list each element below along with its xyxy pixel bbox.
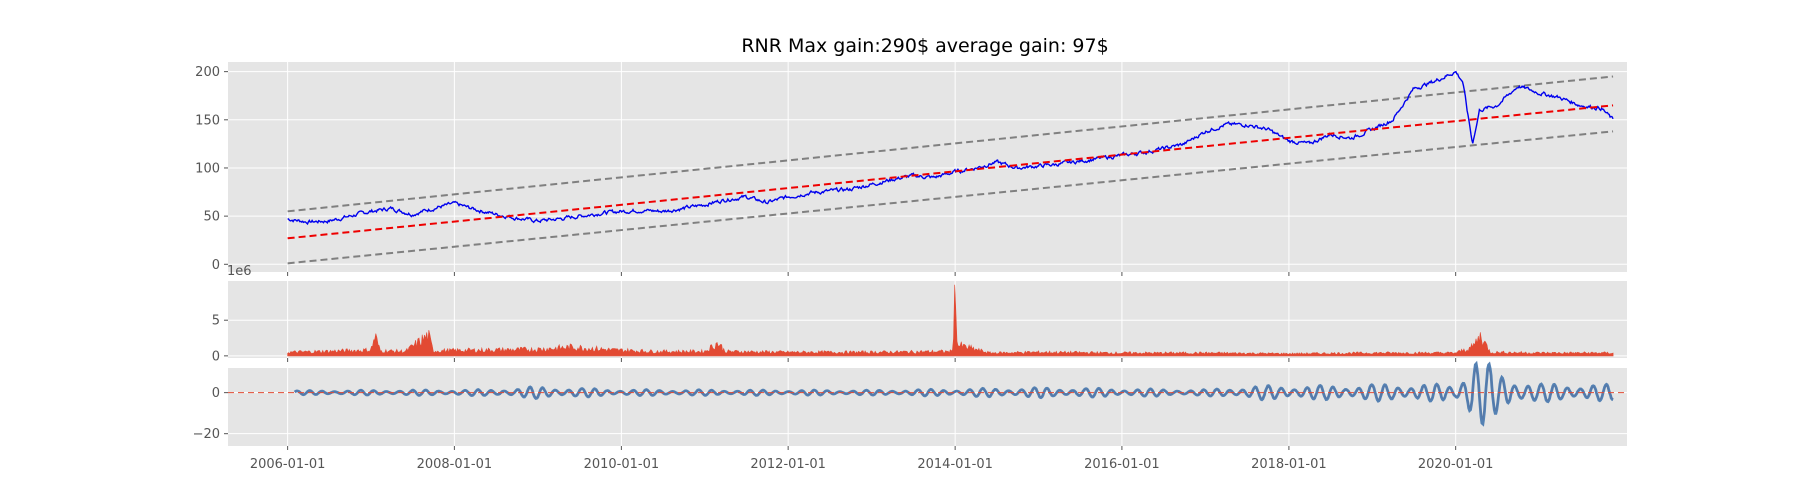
oscillator-y-tick-label: 0 <box>212 386 220 401</box>
x-tick-label: 2010-01-01 <box>584 457 660 472</box>
x-tick-label: 2006-01-01 <box>250 457 326 472</box>
volume-plot-area <box>228 281 1627 358</box>
x-tick-label: 2008-01-01 <box>417 457 493 472</box>
x-tick-label: 2012-01-01 <box>750 457 826 472</box>
x-tick-label: 2018-01-01 <box>1251 457 1327 472</box>
price-y-tick-label: 50 <box>203 210 220 225</box>
price-y-tick-label: 200 <box>195 65 220 80</box>
oscillator-y-tick-label: −20 <box>193 427 220 442</box>
price-plot-area <box>228 62 1627 272</box>
volume-offset-label: 1e6 <box>227 264 252 279</box>
price-y-tick-label: 0 <box>212 258 220 273</box>
volume-panel: 05 <box>212 281 1627 364</box>
x-tick-label: 2014-01-01 <box>917 457 993 472</box>
volume-y-tick-label: 5 <box>212 314 220 329</box>
x-tick-label: 2016-01-01 <box>1084 457 1160 472</box>
volume-area <box>287 284 1614 357</box>
trend-line <box>287 104 1614 240</box>
volume-y-tick-label: 0 <box>212 349 220 364</box>
price-y-tick-label: 100 <box>195 161 220 176</box>
upper-channel-line <box>287 75 1614 213</box>
lower-channel-line <box>287 130 1614 265</box>
oscillator-plot-area <box>228 368 1627 446</box>
x-tick-label: 2020-01-01 <box>1418 457 1494 472</box>
x-axis: 2006-01-01 2008-01-01 2010-01-01 2012-01-01… <box>250 457 1494 472</box>
price-y-tick-label: 150 <box>195 113 220 128</box>
chart-title: RNR Max gain:290$ average gain: 97$ <box>741 35 1108 57</box>
price-panel: 0 50 100 150 200 <box>195 62 1627 276</box>
oscillator-panel: 0 −20 <box>193 360 1627 450</box>
